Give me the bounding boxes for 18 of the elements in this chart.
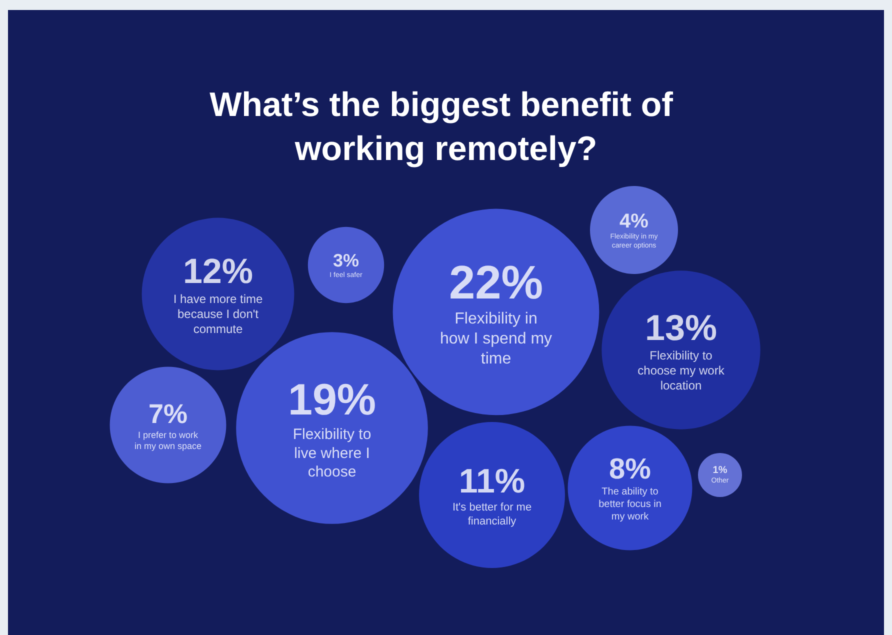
category-label: I have more time because I don't commute: [173, 292, 264, 336]
category-label: I prefer to work in my own space: [134, 430, 202, 452]
category-label: The ability to better focus in my work: [598, 486, 662, 523]
data-label: 1%: [712, 465, 728, 476]
data-label: 19%: [288, 375, 376, 424]
data-label: 11%: [458, 462, 526, 500]
data-label: 13%: [644, 307, 718, 348]
data-label: 7%: [148, 398, 188, 429]
category-label: Flexibility to choose my work location: [638, 348, 726, 393]
data-label: 8%: [609, 453, 652, 486]
data-label: 22%: [448, 256, 544, 308]
data-label: 4%: [620, 210, 649, 232]
category-label: It's better for me financially: [452, 502, 532, 528]
category-label: Flexibility in how I spend my time: [440, 310, 552, 368]
data-label: 12%: [182, 252, 254, 291]
data-label: 3%: [332, 250, 360, 271]
category-label: Flexibility to live where I choose: [292, 426, 372, 481]
text: What’s the biggest benefit of working remotely?: [210, 86, 682, 168]
